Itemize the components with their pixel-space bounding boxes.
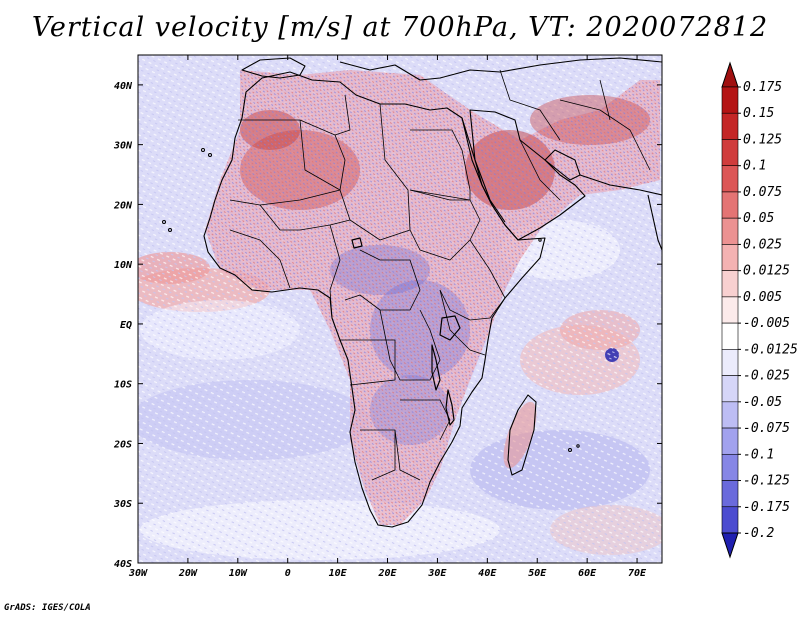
land-texture xyxy=(205,70,660,525)
colorbar-label: -0.05 xyxy=(743,395,782,410)
latitude-axis: 40N 30N 20N 10N EQ 10S 20S 30S 40S xyxy=(113,81,662,570)
colorbar-swatch xyxy=(721,86,739,114)
africa-coastline xyxy=(203,71,546,528)
lat-tick-label: 40N xyxy=(114,81,133,92)
colorbar-swatch xyxy=(721,139,739,167)
lat-tick-label: 30S xyxy=(113,499,132,510)
iran-coast xyxy=(579,174,662,196)
colorbar-label: 0.005 xyxy=(743,290,782,305)
lat-tick-label: 40S xyxy=(114,559,132,570)
colorbar-label: 0.075 xyxy=(743,185,782,200)
colorbar-label: -0.1 xyxy=(743,447,774,462)
madagascar-coastline xyxy=(507,394,537,476)
arabia-coastline xyxy=(469,109,586,241)
lon-tick-label: 60E xyxy=(578,568,597,579)
lake-malawi xyxy=(445,389,455,426)
lat-tick-label: 10S xyxy=(114,380,132,391)
plot-frame xyxy=(137,54,663,564)
colorbar-label: 0.0125 xyxy=(743,264,790,279)
lake-chad xyxy=(351,237,363,249)
colorbar-label: -0.005 xyxy=(743,316,790,331)
colorbar-swatch xyxy=(721,427,739,455)
colorbar-label: -0.175 xyxy=(743,500,790,515)
colorbar-label: 0.025 xyxy=(743,237,782,252)
colorbar-swatch xyxy=(721,165,739,193)
lon-tick-label: 30E xyxy=(427,568,447,579)
india-coast xyxy=(647,194,662,251)
iberia-coastline xyxy=(241,57,306,79)
coastlines xyxy=(162,57,662,528)
map-title: Vertical velocity [m/s] at 700hPa, VT: 2… xyxy=(31,12,769,43)
lon-tick-label: 10W xyxy=(229,568,248,579)
lat-tick-label: 10N xyxy=(114,260,133,271)
islands xyxy=(162,148,580,452)
colorbar-label: 0.1 xyxy=(743,159,766,174)
colorbar-swatch xyxy=(721,375,739,403)
vertical-velocity-field xyxy=(138,55,662,563)
colorbar-label: 0.125 xyxy=(743,132,782,147)
lon-tick-label: 40E xyxy=(478,568,497,579)
longitude-axis: 30W 20W 10W 0 10E 20E 30E 40E 50E 60E 70E xyxy=(128,55,647,579)
lat-tick-label: 20N xyxy=(113,200,133,211)
mediterranean-north-coast xyxy=(339,57,662,81)
lake-tanganyika xyxy=(431,344,441,391)
colorbar-label: 0.15 xyxy=(743,106,774,121)
colorbar-swatch xyxy=(721,217,739,245)
colorbar-swatch xyxy=(721,296,739,324)
lon-tick-label: 20W xyxy=(178,568,198,579)
grads-credit: GrADS: IGES/COLA xyxy=(4,603,91,613)
lon-tick-label: 50E xyxy=(528,568,547,579)
colorbar-top-arrow xyxy=(721,61,739,88)
colorbar-label: -0.0125 xyxy=(743,342,798,357)
colorbar-bottom-arrow xyxy=(721,532,739,559)
lat-tick-label: EQ xyxy=(120,320,132,331)
colorbar-swatch xyxy=(721,506,739,534)
colorbar-label: -0.075 xyxy=(743,421,790,436)
lon-tick-label: 10E xyxy=(329,568,348,579)
colorbar-label: -0.025 xyxy=(743,369,790,384)
colorbar-label: -0.125 xyxy=(743,474,790,489)
country-borders xyxy=(229,69,651,481)
lon-tick-label: 20E xyxy=(377,568,397,579)
persian-gulf xyxy=(544,149,581,181)
colorbar-swatch xyxy=(721,270,739,298)
colorbar-swatch xyxy=(721,401,739,429)
colorbar-swatch xyxy=(721,453,739,481)
colorbar-label: 0.175 xyxy=(743,80,782,95)
lake-victoria xyxy=(439,315,461,341)
lakes xyxy=(351,237,461,426)
colorbar-swatch xyxy=(721,244,739,271)
colorbar-swatch xyxy=(721,191,739,219)
colorbar-label: -0.2 xyxy=(743,526,774,541)
lon-tick-label: 30W xyxy=(128,568,148,579)
lat-tick-label: 30N xyxy=(113,141,133,152)
colorbar-swatch xyxy=(721,112,739,140)
colorbar-swatch xyxy=(721,480,739,508)
lon-tick-label: 70E xyxy=(628,568,647,579)
colorbar-swatch xyxy=(721,349,739,376)
lat-tick-label: 20S xyxy=(113,439,132,450)
red-sea-west xyxy=(461,117,506,223)
colorbar-swatch xyxy=(721,322,739,350)
colorbar: 0.175 0.15 0.125 0.1 0.075 0.05 0.025 0.0125 0.0… xyxy=(721,61,798,559)
colorbar-label: 0.05 xyxy=(743,211,774,226)
lon-tick-label: 0 xyxy=(285,568,291,579)
